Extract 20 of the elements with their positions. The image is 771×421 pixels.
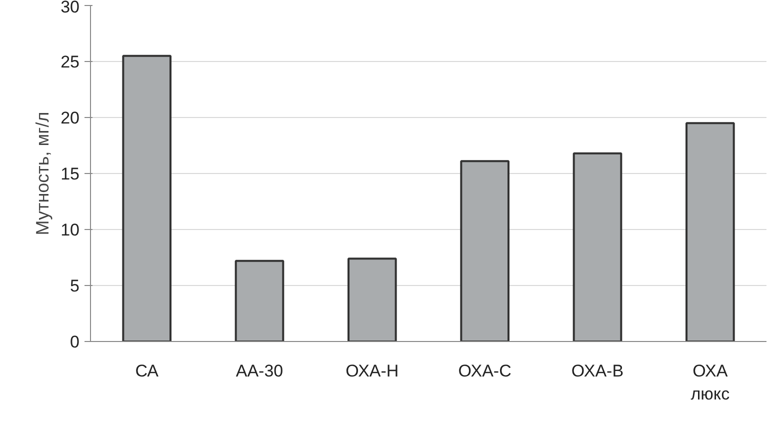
- y-tick-label: 20: [60, 108, 80, 128]
- x-tick-label: ОХА люкс: [690, 362, 730, 404]
- y-tick-label: 25: [60, 52, 80, 72]
- bar: [572, 152, 622, 342]
- y-tick-label: 0: [70, 332, 80, 352]
- bar: [348, 258, 397, 342]
- x-tick-label: АА-30: [236, 362, 284, 380]
- bar: [122, 54, 172, 342]
- y-tick-label: 30: [60, 0, 80, 16]
- x-tick-label: ОХА-С: [458, 362, 512, 380]
- bar: [460, 160, 510, 342]
- x-tick-label: СА: [135, 362, 160, 380]
- y-tick-label: 15: [60, 164, 80, 184]
- x-tick-label: ОХА-Н: [346, 362, 399, 380]
- y-tick-label: 5: [70, 276, 80, 296]
- x-tick-label: ОХА-В: [571, 362, 624, 380]
- y-tick-label: 10: [60, 220, 80, 240]
- bar: [686, 122, 735, 342]
- y-axis-title: Мутность, мг/л: [32, 112, 53, 236]
- bar: [234, 260, 284, 342]
